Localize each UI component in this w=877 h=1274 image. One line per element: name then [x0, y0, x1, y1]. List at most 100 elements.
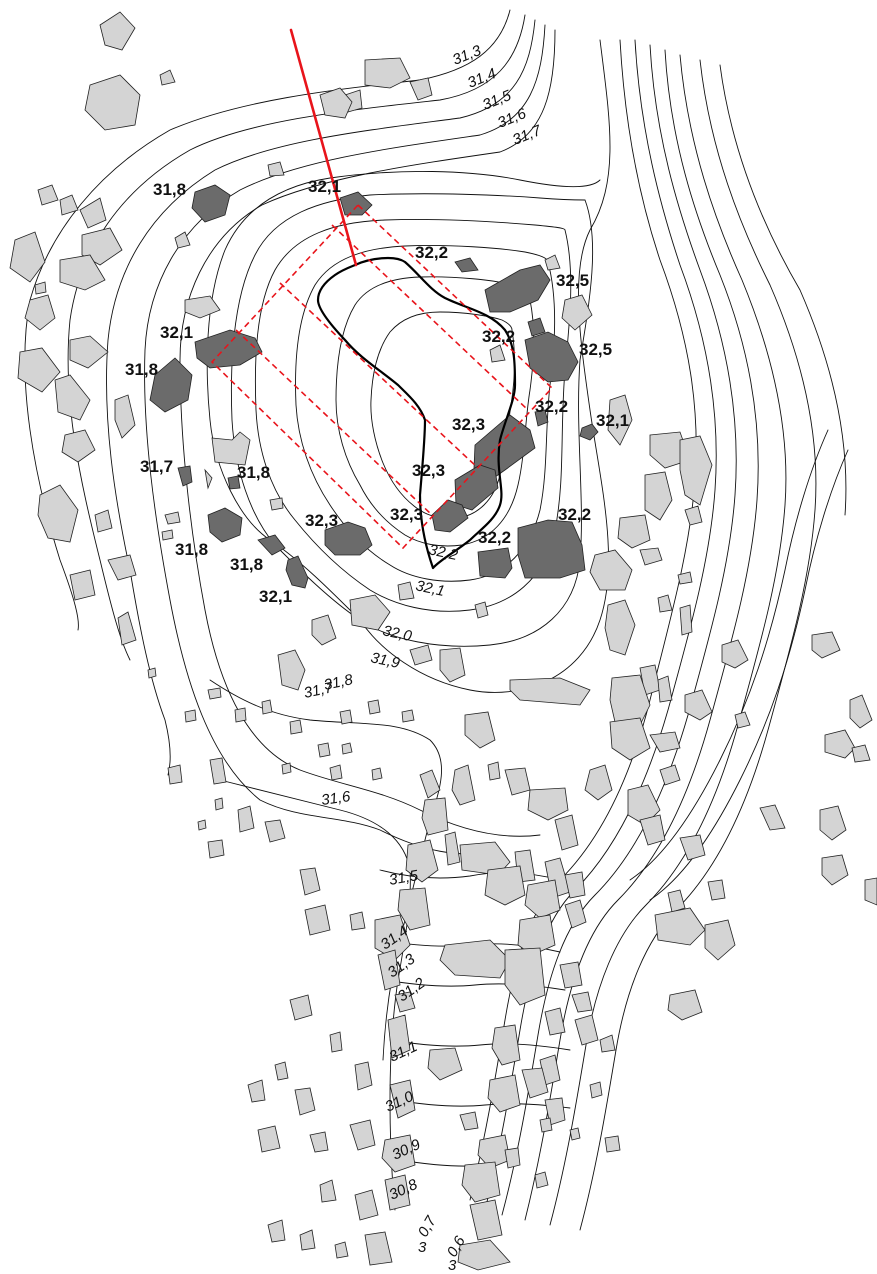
stone: [639, 814, 666, 846]
stone: [349, 911, 366, 931]
stone: [851, 744, 871, 763]
contour-line: [629, 429, 829, 881]
stone: [849, 694, 873, 729]
stone: [54, 374, 91, 421]
stone: [584, 764, 613, 801]
contour-line: [230, 193, 594, 647]
stone: [599, 1034, 616, 1053]
stone: [339, 709, 353, 725]
stone: [174, 231, 191, 249]
contour-line: [719, 64, 847, 516]
stone: [299, 867, 321, 896]
stone: [439, 939, 511, 979]
stone-dark: [534, 409, 549, 427]
stone: [659, 764, 681, 786]
spot-height: 32,2: [478, 528, 511, 547]
stone: [819, 805, 847, 841]
stone: [341, 742, 353, 755]
contour-labels: 31,3 31,4 31,5 31,6 31,7 32,2 32,1 32,0 …: [302, 42, 544, 1274]
spot-height: 31,8: [153, 180, 186, 199]
stone: [459, 1111, 479, 1131]
stone: [289, 719, 303, 735]
contour-line: [389, 1039, 571, 1051]
stone: [364, 57, 411, 89]
stone: [604, 599, 636, 656]
contour-label: 31,7: [302, 679, 335, 702]
stone: [381, 1134, 416, 1173]
stone-dark: [477, 547, 513, 579]
stone: [267, 161, 285, 177]
contour-label: 31,8: [322, 671, 355, 694]
stone: [474, 601, 489, 619]
stone: [329, 764, 343, 781]
stone: [294, 1087, 316, 1116]
stone: [607, 394, 633, 446]
contour-line: [254, 219, 572, 612]
stone: [707, 879, 726, 901]
contour-line: [179, 29, 556, 837]
spot-height: 32,2: [482, 327, 515, 346]
stone: [704, 919, 736, 961]
stone: [207, 687, 222, 700]
contour-label: 32,0: [381, 622, 414, 645]
feature-outlines: [210, 28, 554, 570]
excavation-trench-inner: [279, 282, 479, 469]
stone: [261, 699, 273, 715]
stone: [207, 839, 225, 859]
spot-height: 32,2: [558, 505, 591, 524]
spot-height: 32,3: [305, 511, 338, 530]
stone: [34, 281, 47, 295]
stone: [487, 761, 501, 781]
stone: [354, 1061, 373, 1091]
spot-height: 31,8: [237, 463, 270, 482]
stone: [377, 949, 401, 991]
stone: [464, 711, 496, 749]
stone: [211, 431, 251, 466]
stone: [99, 11, 136, 51]
contour-line: [335, 276, 535, 547]
spot-height: 32,2: [535, 397, 568, 416]
stone: [81, 227, 123, 266]
stone: [617, 514, 651, 549]
stone: [684, 505, 703, 526]
light-stones: [9, 11, 877, 1271]
stone-dark: [454, 257, 479, 273]
stone: [204, 468, 213, 490]
stone: [657, 594, 673, 613]
stone-dark: [517, 519, 586, 579]
stone: [159, 69, 176, 86]
excavation-trench-inner: [331, 224, 529, 411]
stone: [164, 511, 181, 525]
stone: [384, 1174, 411, 1211]
stone: [561, 294, 593, 331]
spot-height: 31,7: [140, 457, 173, 476]
stone: [61, 429, 96, 463]
stone: [394, 991, 416, 1013]
stone: [524, 879, 561, 919]
contour-label: 32,1: [414, 577, 446, 600]
stone: [484, 865, 526, 906]
contour-label: 31,6: [320, 788, 352, 809]
stone: [354, 1189, 379, 1221]
contour-line: [484, 39, 717, 1211]
stone-dark: [579, 423, 599, 441]
excavation-trench-outline: [210, 203, 554, 550]
stone: [319, 87, 353, 119]
contour-line: [501, 44, 737, 1216]
stone: [69, 569, 96, 601]
stone: [534, 1171, 549, 1189]
contour-line: [295, 245, 556, 582]
stone: [37, 484, 79, 543]
stone: [639, 547, 663, 566]
stone: [9, 231, 46, 283]
excavation-trench-inner: [235, 329, 433, 516]
stone: [477, 1134, 511, 1169]
stone: [84, 74, 141, 131]
stone: [234, 707, 247, 723]
spot-height: 32,5: [579, 340, 612, 359]
stone: [677, 571, 693, 585]
stone: [759, 804, 786, 831]
stone: [387, 1014, 411, 1059]
stone: [114, 394, 136, 439]
stone: [107, 554, 137, 581]
